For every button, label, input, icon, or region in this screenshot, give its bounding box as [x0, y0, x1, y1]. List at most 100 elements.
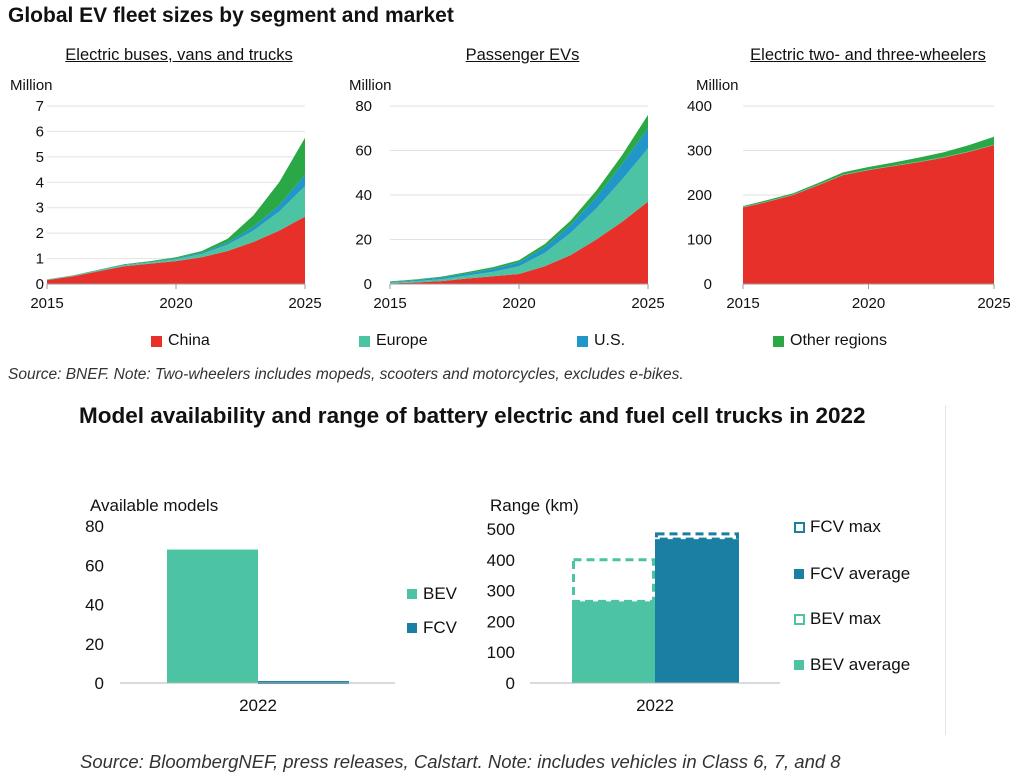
y-tick-label: 80 [85, 517, 104, 536]
x-tick-label: 2020 [159, 295, 192, 312]
unit-label-passenger: Million [349, 77, 392, 94]
legend-label-china: China [168, 332, 210, 349]
legend-label-europe: Europe [376, 332, 428, 349]
legend-swatch-fcv-max [794, 522, 805, 533]
y-tick-label: 40 [85, 596, 104, 615]
top-legend: China Europe U.S. Other regions [0, 330, 1024, 356]
top-source-note: Source: BNEF. Note: Two-wheelers include… [8, 366, 684, 383]
y-tick-label: 100 [687, 232, 712, 249]
legend-item-bev: BEV [407, 583, 457, 605]
unit-label-buses: Million [10, 77, 53, 94]
divider-line [945, 405, 946, 735]
bottom-title: Model availability and range of battery … [79, 403, 866, 428]
legend-label-us: U.S. [594, 332, 626, 349]
y-tick-label: 0 [95, 674, 104, 693]
y-tick-label: 0 [364, 276, 372, 293]
y-tick-label: 7 [36, 98, 44, 115]
bar-fcv-max [655, 532, 739, 541]
legend-label-other-regions: Other regions [790, 332, 887, 349]
y-tick-label: 500 [487, 520, 515, 539]
y-tick-label: 20 [85, 635, 104, 654]
y-tick-label: 200 [687, 187, 712, 204]
x-tick-label: 2020 [852, 295, 885, 312]
x-tick-label: 2025 [288, 295, 321, 312]
y-tick-label: 60 [85, 556, 104, 575]
y-tick-label: 300 [687, 143, 712, 160]
y-tick-label: 80 [355, 98, 372, 115]
y-tick-label: 5 [36, 149, 44, 166]
legend-label-bev-average: BEV average [810, 655, 911, 674]
y-tick-label: 4 [36, 174, 44, 191]
y-tick-label: 0 [36, 276, 44, 293]
y-tick-label: 20 [355, 232, 372, 249]
legend-item-fcv-max: FCV max [794, 516, 914, 538]
y-tick-label: 40 [355, 187, 372, 204]
legend-label-bev: BEV [423, 584, 458, 603]
legend-label-fcv-average: FCV average [810, 564, 911, 583]
legend-label-fcv-max: FCV max [810, 517, 881, 536]
range-chart-title: Range (km) [490, 496, 579, 515]
bar-bev-average [572, 601, 655, 683]
area-chart-buses: 0 1 2 3 4 5 6 7 2015 2020 2025 [30, 98, 321, 312]
y-tick-label: 300 [487, 582, 515, 601]
y-tick-label: 3 [36, 200, 44, 217]
area-series-us [390, 128, 648, 283]
area-series-china [743, 145, 994, 284]
area-series-europe [47, 186, 305, 281]
y-tick-label: 200 [487, 612, 515, 631]
area-series-china [47, 216, 305, 284]
legend-label-fcv: FCV [423, 618, 457, 637]
x-tick-label: 2020 [502, 295, 535, 312]
panel-title-two-wheelers: Electric two- and three-wheelers [750, 46, 986, 64]
legend-item-europe: Europe [359, 332, 428, 350]
area-chart-passenger: 0 20 40 60 80 2015 2020 2025 [355, 98, 664, 312]
area-series-other-regions [743, 136, 994, 208]
bar-chart-range: 0 100 200 300 400 500 2022 [487, 520, 780, 715]
area-series-china [390, 201, 648, 284]
legend-swatch-fcv-average [794, 569, 804, 579]
legend-label-bev-max: BEV max [810, 609, 881, 628]
legend-item-bev-max: BEV max [794, 608, 914, 630]
area-chart-two-wheelers: 0 100 200 300 400 2015 2020 2025 [687, 98, 1011, 312]
panel-title-buses: Electric buses, vans and trucks [65, 46, 293, 64]
legend-swatch-china [151, 335, 162, 347]
legend-item-other-regions: Other regions [773, 332, 887, 350]
x-tick-label: 2015 [30, 295, 63, 312]
x-tick-label: 2022 [239, 696, 277, 715]
y-tick-label: 1 [36, 251, 44, 268]
y-tick-label: 400 [487, 551, 515, 570]
legend-swatch-other-regions [773, 335, 784, 347]
bottom-source-note: Source: BloombergNEF, press releases, Ca… [80, 751, 841, 772]
y-tick-label: 0 [704, 276, 712, 293]
x-tick-label: 2025 [631, 295, 664, 312]
models-chart-title: Available models [90, 496, 219, 515]
area-series-us [47, 174, 305, 280]
legend-item-us: U.S. [577, 332, 625, 350]
y-tick-label: 0 [506, 674, 515, 693]
bar-fcv-average [655, 539, 739, 683]
y-tick-label: 400 [687, 98, 712, 115]
bar-bev-max [572, 558, 655, 603]
area-series-europe [390, 148, 648, 284]
x-tick-label: 2022 [636, 696, 674, 715]
x-tick-label: 2025 [977, 295, 1010, 312]
y-tick-label: 2 [36, 225, 44, 242]
bar-bev-models [167, 549, 258, 683]
legend-swatch-fcv [407, 623, 417, 633]
panel-title-passenger: Passenger EVs [465, 46, 580, 64]
unit-label-two-wheelers: Million [696, 77, 739, 94]
legend-swatch-bev-max [794, 614, 805, 625]
legend-item-fcv-average: FCV average [794, 563, 911, 585]
bar-chart-models: 0 20 40 60 80 2022 [85, 517, 395, 715]
figure-title: Global EV fleet sizes by segment and mar… [8, 4, 454, 27]
top-charts-svg: 0 1 2 3 4 5 6 7 2015 2020 2025 0 20 40 60 80 2015 2020 20… [30, 98, 1011, 312]
legend-item-bev-average: BEV average [794, 654, 911, 676]
legend-swatch-bev [407, 589, 417, 599]
legend-item-china: China [151, 332, 210, 350]
x-tick-label: 2015 [726, 295, 759, 312]
y-tick-label: 100 [487, 643, 515, 662]
legend-swatch-bev-average [794, 660, 804, 670]
y-tick-label: 6 [36, 123, 44, 140]
x-tick-label: 2015 [373, 295, 406, 312]
